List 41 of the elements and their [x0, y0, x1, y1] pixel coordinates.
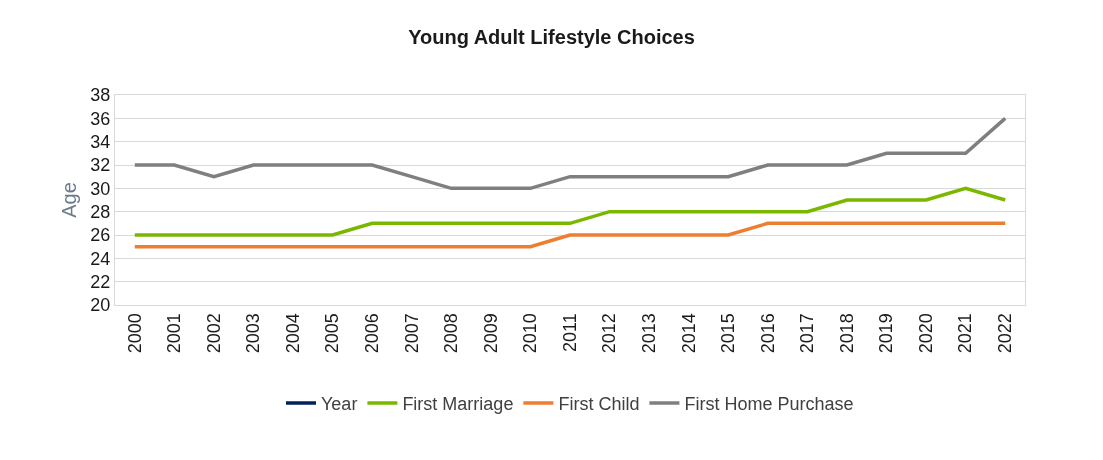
x-tick-label: 2018 — [836, 313, 857, 354]
y-tick-label: 24 — [90, 248, 111, 269]
y-tick-label: 22 — [90, 271, 111, 292]
legend-label: First Marriage — [402, 394, 514, 415]
x-tick-label: 2020 — [915, 313, 936, 354]
x-tick-label: 2007 — [401, 313, 422, 354]
x-tick-label: 2015 — [718, 313, 739, 354]
x-tick-label: 2006 — [362, 313, 383, 354]
line-series — [133, 186, 1007, 237]
y-tick-label: 36 — [90, 108, 111, 129]
y-tick-label: 34 — [90, 131, 111, 152]
y-tick-label: 30 — [90, 178, 111, 199]
x-tick-label: 2021 — [955, 313, 976, 354]
x-tick-label: 2019 — [876, 313, 897, 354]
x-tick-label: 2022 — [995, 313, 1016, 354]
chart-title: Young Adult Lifestyle Choices — [408, 25, 695, 48]
x-tick-label: 2011 — [559, 313, 580, 352]
legend-label: First Child — [558, 394, 640, 415]
legend-label: First Home Purchase — [684, 394, 854, 415]
x-tick-label: 2016 — [757, 313, 778, 354]
x-tick-label: 2005 — [322, 313, 343, 354]
y-tick-label: 26 — [90, 225, 111, 246]
legend-label: Year — [321, 394, 358, 415]
x-tick-label: 2003 — [243, 313, 264, 354]
x-tick-label: 2008 — [441, 313, 462, 354]
x-tick-label: 2013 — [638, 313, 659, 354]
x-tick-label: 2010 — [520, 313, 541, 354]
x-tick-label: 2009 — [480, 313, 501, 354]
x-tick-label: 2012 — [599, 313, 620, 354]
x-tick-label: 2000 — [124, 313, 145, 354]
x-tick-label: 2002 — [203, 313, 224, 354]
y-tick-label: 32 — [90, 155, 111, 176]
y-axis-title: Age — [57, 182, 80, 218]
x-tick-label: 2001 — [164, 313, 185, 354]
x-tick-label: 2017 — [797, 313, 818, 354]
y-tick-label: 28 — [90, 201, 111, 222]
y-tick-label: 38 — [90, 85, 111, 106]
line-series — [133, 116, 1007, 191]
x-tick-label: 2014 — [678, 313, 699, 354]
y-tick-label: 20 — [90, 295, 111, 316]
x-tick-label: 2004 — [282, 313, 303, 354]
